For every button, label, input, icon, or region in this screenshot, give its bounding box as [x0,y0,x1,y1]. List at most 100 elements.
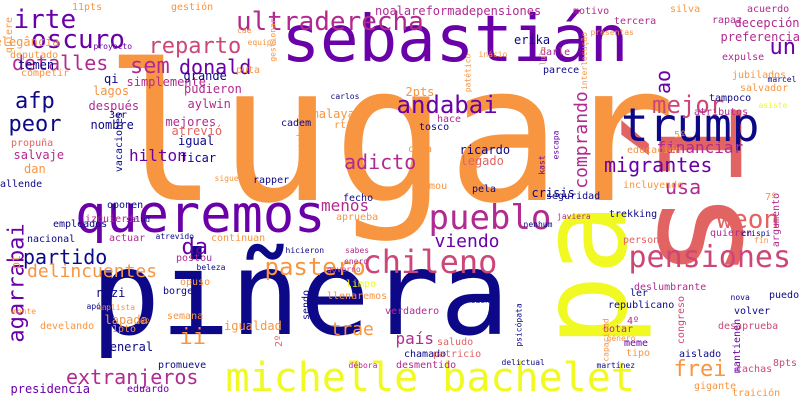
word-puedo: puedo [769,290,800,301]
word-nazi: nazi [96,286,126,300]
word-lugar: lugar [104,24,676,245]
word-erika: erika [514,33,551,47]
word-cadem: cadem [281,118,312,129]
word-aprueba: aprueba [336,212,379,223]
word-promueve: promueve [158,360,207,371]
word-puta: puta [236,65,261,76]
word-presidencia: presidencia [10,382,90,396]
word-legado: legado [460,154,504,168]
word-amplista: amplista [96,303,136,312]
word-escapa: escapa [550,130,560,160]
word-meme: meme [624,338,649,349]
word-darle: darle [540,47,571,58]
word-ii: ii [179,325,207,350]
word-atrevido: atrevido [155,232,195,241]
word-pela: pela [472,184,497,195]
word-cae: cae [237,26,252,35]
word-noalareformadepensiones: noalareformadepensiones [375,4,542,18]
word-11pts: 11pts [72,2,103,13]
word-postou: postou [176,253,213,264]
word-inacio: inácio [478,50,508,59]
word-reparto: reparto [148,34,242,59]
word-apos: após [86,302,106,311]
word-aylwin: aylwin [187,97,231,111]
word-develando: develando [40,321,95,332]
word-elegancia: elegância [0,35,60,49]
word-migrantes: migrantes [604,153,713,177]
word-siguen: siguen [214,174,244,183]
word-3er: 3er [109,110,128,121]
word-atributos: atributos [694,107,749,118]
word-dan: dan [24,162,46,176]
word-despues: después [88,99,140,113]
word-debora: débora [348,361,378,370]
word-jubilados: jubilados [732,70,787,81]
word-pt: pt [9,254,24,270]
word-javiera: javiera [557,212,591,221]
word-personal: personal [623,235,672,246]
word-oscuro: oscuro [31,25,125,55]
word-1pto: 1pto [112,324,137,335]
word-lula: lula [538,46,548,66]
word-deputado: deputado [10,50,59,61]
word-crisis: crisis [531,186,575,200]
word-seguridad: seguridad [546,191,601,202]
word-semana: semana [167,311,204,322]
word-competir: competir [21,68,70,79]
word-viendo: viendo [434,231,500,252]
word-atrevio: atrevió [171,124,223,138]
word-marcel: marcel [767,75,797,84]
word-ultraderecha: ultraderecha [236,7,424,37]
word-trekking: trekking [609,209,658,220]
word-deslumbrante: deslumbrante [634,282,707,293]
word-delincuentes: delincuentes [27,261,158,282]
word-tosco: tosco [419,122,450,133]
word-salud: salud [126,215,151,224]
word-acuerdo: acuerdo [747,4,790,15]
word-capacidad: capacidad [601,318,611,362]
word-nova: nova [730,293,750,302]
word-cada: cada [408,144,433,155]
word-traicion: traición [732,388,781,399]
word-hilton: hilton [129,146,187,165]
word-extranjeros: extranjeros [66,365,199,389]
word-izquierda: izquierda [85,214,140,225]
word-pastero: pastero [264,253,366,281]
word-chileno: chileno [362,243,498,281]
word-tercera: tercera [614,16,657,27]
word-gigante: gigante [694,381,737,392]
word-ler: ler [630,288,649,299]
word-interlocucao: interlocução [579,32,589,90]
word-pais: país [395,329,435,348]
word-crispi: crispi [741,229,771,238]
word-nombre: nombre [90,118,134,132]
word-2pts: 2pts [405,85,435,99]
word-tipo: tipo [626,348,651,359]
word-2: 2º [274,334,286,348]
word-simplemente: simplemente [126,75,206,89]
word-igual: igual [178,134,215,148]
word-governo: governo [327,265,361,274]
word-ao: ao [651,69,676,95]
word-martinez: martínez [596,361,636,370]
word-detalles: detalles [12,51,109,75]
word-hace: hace [437,114,462,125]
word-lagos: lagos [93,84,130,98]
word-kast: kast [537,155,547,175]
word-quieren: quieren [710,228,753,239]
word-republicano: republicano [608,300,675,311]
word-empleados: empleados [53,219,108,230]
word-financiar: financiar [656,138,744,157]
word-nenhum: nenhum [523,220,553,229]
word-verdadero: verdadero [385,306,440,317]
word-ricardo: ricardo [459,143,511,157]
word-salvador: salvador [740,83,789,94]
word-grande: grande [183,69,227,83]
word-limpo: limpo [346,279,377,290]
word-malaya: malaya [311,107,355,121]
word-rapaz: rapaz [712,15,743,26]
word-desmentido: desmentido [396,360,457,371]
word-congreso: congreso [676,295,688,345]
word-8pts: 8pts [773,358,798,369]
